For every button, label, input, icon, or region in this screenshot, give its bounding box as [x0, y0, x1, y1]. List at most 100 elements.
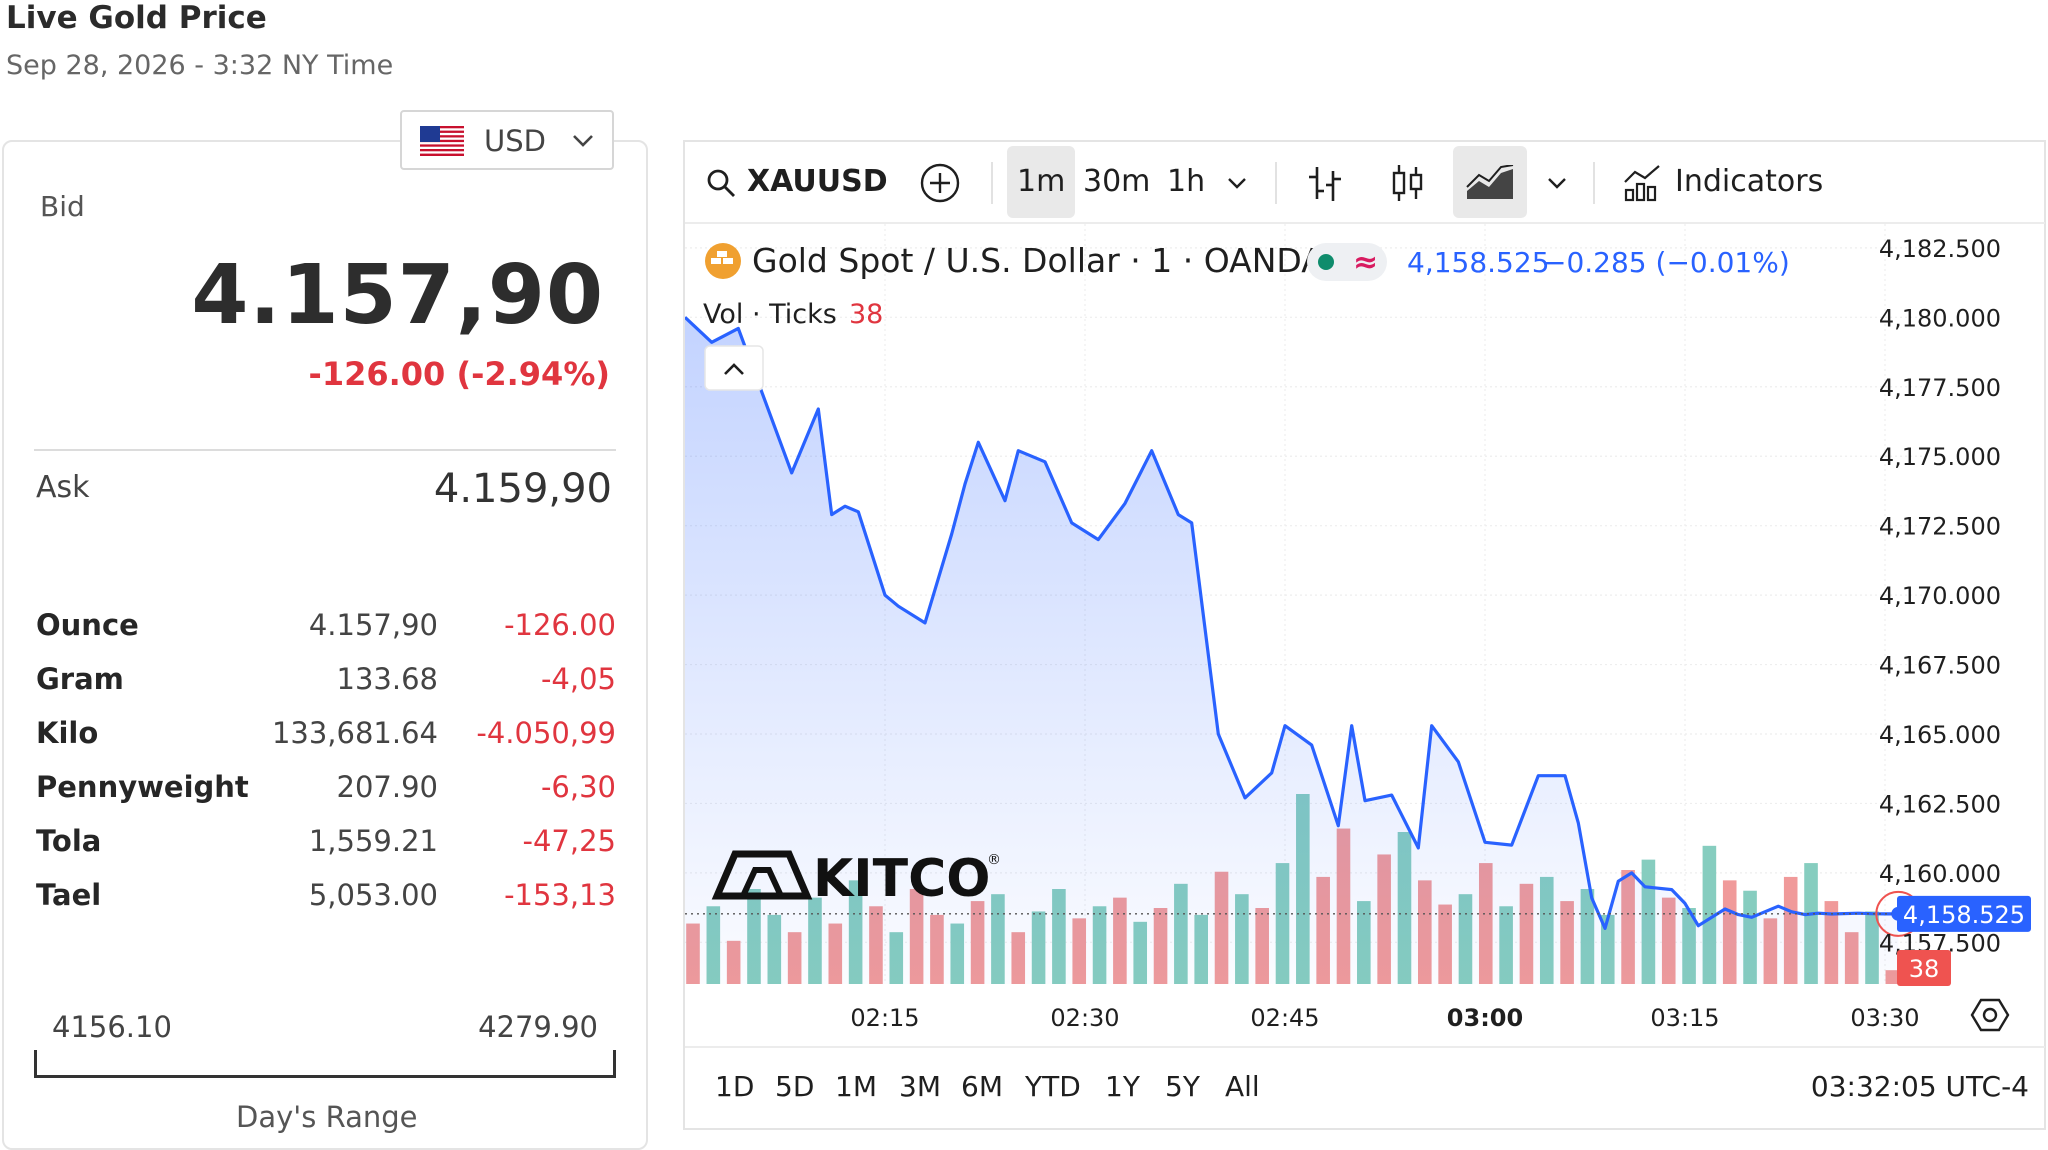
interval-1m[interactable]: 1m [1007, 146, 1076, 218]
price-axis[interactable]: 4,182.500 4,180.000 4,177.500 4,175.000 4,17… [1879, 235, 2031, 986]
chart-legend: Gold Spot / U.S. Dollar · 1 · OANDA ≈ 4,… [703, 241, 1790, 330]
plus-circle-icon [920, 163, 960, 202]
last-price-badge-label: 4,158.525 [1903, 901, 2025, 929]
unit-name: Ounce [36, 608, 139, 642]
price-tick-label: 4,165.000 [1879, 721, 2001, 749]
days-range-bar [34, 1050, 616, 1078]
price-tick-label: 4,160.000 [1879, 860, 2001, 888]
chart-clock: 03:32:05 UTC-4 [1810, 1070, 2029, 1103]
market-status-pill [1307, 243, 1387, 281]
price-area [685, 317, 1899, 984]
unit-price: 133.68 [336, 662, 438, 696]
toolbar-separator [1275, 162, 1277, 204]
price-tick-label: 4,170.000 [1879, 582, 2001, 610]
bid-price: 4.157,90 [191, 248, 604, 343]
indicators-label: Indicators [1675, 164, 1824, 199]
unit-price: 5,053.00 [308, 878, 438, 912]
price-tick-label: 4,162.500 [1879, 790, 2001, 818]
unit-price: 207.90 [336, 770, 438, 804]
unit-row-kilo: Kilo 133,681.64 -4.050,99 [36, 716, 616, 756]
unit-price: 4.157,90 [308, 608, 438, 642]
range-all[interactable]: All [1225, 1070, 1260, 1103]
candlestick-icon [1392, 164, 1423, 201]
price-tick-label: 4,177.500 [1879, 374, 2001, 402]
divider [34, 449, 616, 451]
candles-style-button[interactable] [1389, 142, 1425, 222]
currency-select[interactable]: USD [400, 110, 614, 170]
range-ytd[interactable]: YTD [1025, 1070, 1081, 1103]
kitco-logo: KITCO ® [711, 849, 1001, 909]
days-range-high: 4279.90 [478, 1010, 598, 1044]
range-1y[interactable]: 1Y [1105, 1070, 1140, 1103]
time-tick-label: 03:00 [1447, 1004, 1523, 1032]
range-5y[interactable]: 5Y [1165, 1070, 1200, 1103]
registered-mark: ® [987, 852, 1001, 868]
last-price-badge [1897, 895, 2031, 932]
unit-name: Tael [36, 878, 102, 912]
ask-label: Ask [36, 470, 90, 505]
ask-price: 4.159,90 [433, 466, 612, 512]
time-tick-label: 03:15 [1650, 1004, 1719, 1032]
bid-label: Bid [40, 190, 85, 223]
time-tick-label: 03:30 [1850, 1004, 1919, 1032]
unit-name: Pennyweight [36, 770, 249, 804]
gold-symbol-icon [705, 243, 741, 279]
range-6m[interactable]: 6M [961, 1070, 1003, 1103]
volume-badge-label: 38 [1909, 955, 1940, 983]
unit-name: Gram [36, 662, 124, 696]
toolbar-separator [1593, 162, 1595, 204]
unit-change: -4.050,99 [476, 716, 616, 750]
indicators-icon [1624, 164, 1660, 201]
interval-30m[interactable]: 30m [1083, 164, 1151, 199]
toolbar-separator [991, 162, 993, 204]
unit-name: Tola [36, 824, 102, 858]
price-tick-label: 4,172.500 [1879, 513, 2001, 541]
ohlc-bars-icon [1309, 166, 1341, 201]
chevron-down-icon [573, 135, 593, 147]
collapse-legend-button[interactable] [704, 345, 764, 391]
bar-style-button[interactable] [1307, 142, 1343, 222]
symbol-name: XAUUSD [747, 164, 888, 199]
settings-icon[interactable] [1970, 998, 2010, 1032]
legend-change: −0.285 (−0.01%) [1543, 246, 1790, 279]
unit-name: Kilo [36, 716, 99, 750]
unit-row-tola: Tola 1,559.21 -47,25 [36, 824, 616, 864]
interval-1h[interactable]: 1h [1167, 164, 1206, 199]
chart-toolbar: XAUUSD 1m 30m 1h [685, 142, 2045, 224]
time-axis[interactable]: 02:15 02:30 02:45 03:00 03:15 03:30 [850, 1004, 1919, 1032]
unit-change: -153,13 [504, 878, 616, 912]
range-1m[interactable]: 1M [835, 1070, 877, 1103]
symbol-search[interactable]: XAUUSD [705, 142, 888, 222]
chart-type-dropdown[interactable] [1547, 142, 1567, 222]
range-3m[interactable]: 3M [899, 1070, 941, 1103]
unit-price: 1,559.21 [308, 824, 438, 858]
price-chart[interactable]: 4,182.500 4,180.000 4,177.500 4,175.000 4,17… [685, 224, 2045, 1044]
logo-wordmark: KITCO [813, 849, 990, 909]
us-flag-icon [420, 126, 464, 156]
price-tick-label: 4,182.500 [1879, 235, 2001, 263]
range-1d[interactable]: 1D [715, 1070, 755, 1103]
volume-legend: Vol · Ticks [703, 299, 837, 330]
chevron-up-icon [724, 363, 744, 375]
days-range-low: 4156.10 [52, 1010, 172, 1044]
chevron-down-icon [1548, 177, 1566, 189]
market-open-icon [1318, 254, 1334, 270]
compare-button[interactable] [919, 142, 961, 222]
unit-row-gram: Gram 133.68 -4,05 [36, 662, 616, 702]
days-range-label: Day's Range [236, 1100, 418, 1134]
indicators-button[interactable]: Indicators [1623, 142, 1823, 222]
timestamp: Sep 28, 2026 - 3:32 NY Time [6, 50, 394, 81]
unit-change: -47,25 [522, 824, 617, 858]
search-icon [707, 169, 735, 197]
time-tick-label: 02:45 [1250, 1004, 1319, 1032]
volume-legend-value: 38 [849, 299, 883, 330]
unit-change: -126.00 [504, 608, 616, 642]
area-style-button[interactable] [1453, 146, 1527, 218]
time-tick-label: 02:15 [850, 1004, 919, 1032]
range-5d[interactable]: 5D [775, 1070, 815, 1103]
interval-dropdown[interactable] [1227, 142, 1247, 222]
price-tick-label: 4,167.500 [1879, 652, 2001, 680]
legend-last-price: 4,158.525 [1407, 246, 1550, 279]
bid-change: -126.00 (-2.94%) [308, 355, 610, 393]
currency-code: USD [484, 124, 546, 158]
